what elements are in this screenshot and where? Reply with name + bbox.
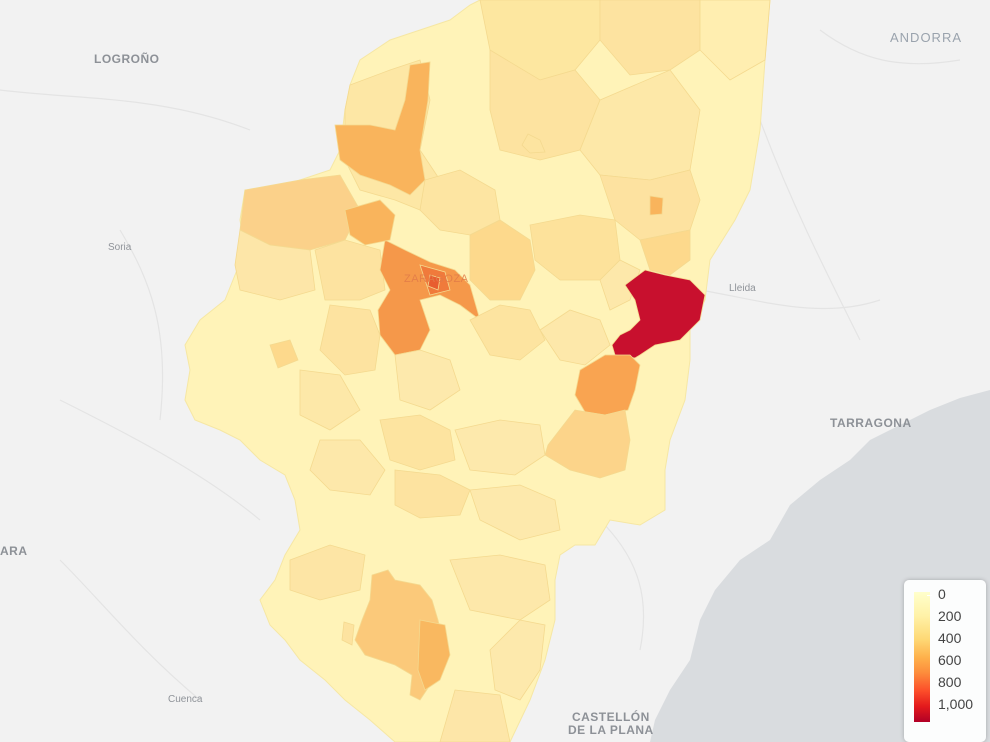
label-zaragoza: ZARAGOZA (404, 273, 469, 285)
legend-label-800: 800 (938, 674, 962, 690)
legend-label-1000: 1,000 (938, 696, 974, 712)
background-roads (0, 29, 961, 701)
legend-label-400: 400 (938, 630, 962, 646)
legend-label-0: 0 (938, 586, 946, 602)
choropleth-regions (234, 0, 771, 742)
label-lleida: Lleida (729, 283, 756, 294)
color-legend: 0 200 400 600 800 1,000 (904, 580, 986, 742)
label-logrono: LOGROÑO (94, 52, 160, 66)
label-soria: Soria (108, 242, 132, 253)
label-cuenca: Cuenca (168, 694, 203, 705)
legend-label-600: 600 (938, 652, 962, 668)
label-tarragona: TARRAGONA (830, 416, 912, 430)
label-castellon: CASTELLÓN DE LA PLANA (568, 710, 654, 737)
legend-color-bar (914, 592, 930, 722)
label-ara: ARA (0, 544, 28, 558)
legend-label-200: 200 (938, 608, 962, 624)
label-andorra: ANDORRA (890, 30, 963, 45)
